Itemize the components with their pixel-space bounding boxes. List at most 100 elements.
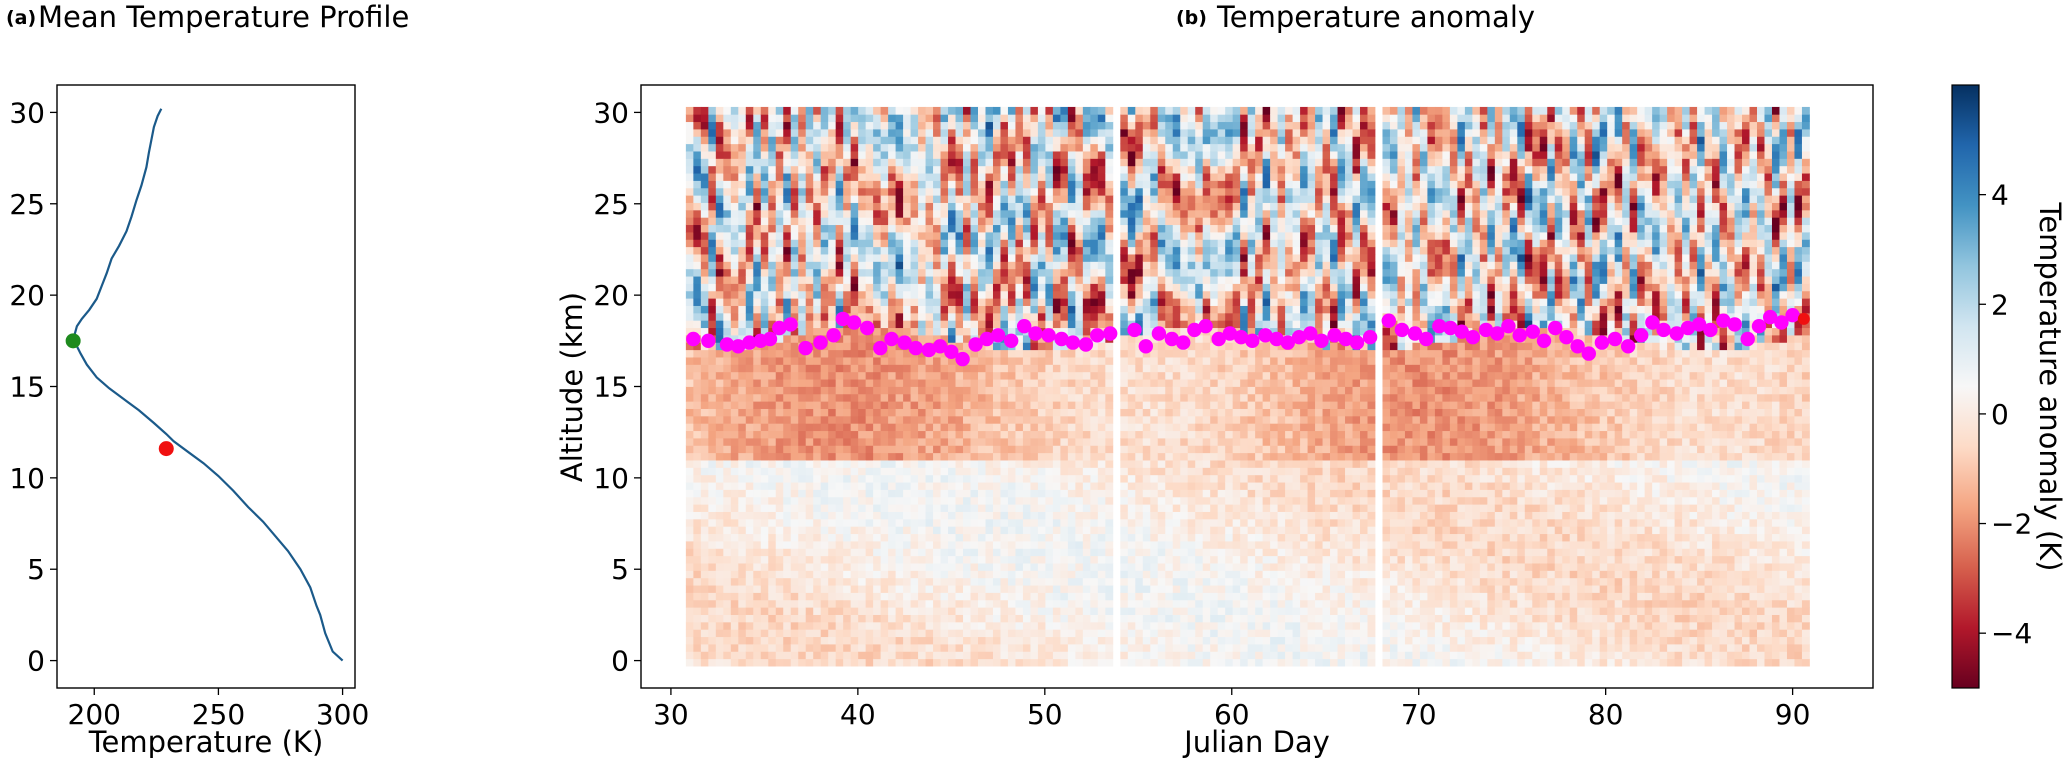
heatmap-cell xyxy=(955,165,964,174)
heatmap-cell xyxy=(1120,415,1129,424)
heatmap-cell xyxy=(1142,173,1151,181)
heatmap-cell xyxy=(775,298,784,306)
heatmap-cell xyxy=(978,415,986,424)
panel-a-title: Mean Temperature Profile xyxy=(38,0,409,34)
heatmap-cell xyxy=(685,379,694,387)
heatmap-cell xyxy=(783,121,792,130)
heatmap-cell xyxy=(745,570,754,579)
heatmap-cell xyxy=(828,143,837,152)
heatmap-cell xyxy=(895,423,904,432)
heatmap-cell xyxy=(1150,474,1159,483)
heatmap-cell xyxy=(1022,276,1031,284)
heatmap-cell xyxy=(858,129,867,137)
heatmap-cell xyxy=(903,592,911,601)
heatmap-cell xyxy=(1045,423,1054,432)
heatmap-cell xyxy=(715,651,724,660)
heatmap-cell xyxy=(1000,371,1009,380)
heatmap-cell xyxy=(895,599,904,608)
heatmap-cell xyxy=(910,129,919,137)
heatmap-cell xyxy=(775,261,784,270)
heatmap-cell xyxy=(1135,496,1144,505)
heatmap-cell xyxy=(685,173,694,181)
heatmap-cell xyxy=(858,577,867,586)
heatmap-cell xyxy=(738,114,747,123)
heatmap-cell xyxy=(850,143,859,152)
heatmap-cell xyxy=(925,261,934,270)
heatmap-cell xyxy=(828,180,837,189)
panel-b: (b) Temperature anomaly 30 40 50 60 70 80 9005… xyxy=(555,0,1874,759)
heatmap-cell xyxy=(1015,482,1024,490)
heatmap-cell xyxy=(918,555,926,564)
heatmap-cell xyxy=(1075,335,1084,343)
heatmap-cell xyxy=(888,460,896,468)
heatmap-cell xyxy=(1060,246,1069,255)
heatmap-cell xyxy=(948,283,956,292)
heatmap-cell xyxy=(715,298,724,306)
heatmap-cell xyxy=(1090,621,1099,630)
heatmap-cell xyxy=(1045,165,1054,174)
heatmap-cell xyxy=(1067,577,1076,586)
heatmap-cell xyxy=(1127,217,1136,226)
heatmap-cell xyxy=(693,209,702,218)
heatmap-cell xyxy=(835,187,844,196)
heatmap-cell xyxy=(1007,570,1016,579)
heatmap-cell xyxy=(1157,217,1166,226)
heatmap-cell xyxy=(1007,555,1016,564)
heatmap-cell xyxy=(1142,349,1151,358)
heatmap-cell xyxy=(940,239,949,248)
heatmap-cell xyxy=(903,415,911,424)
heatmap-cell xyxy=(805,415,814,424)
heatmap-cell xyxy=(753,268,762,277)
heatmap-cell xyxy=(1082,415,1091,424)
heatmap-cell xyxy=(1172,548,1181,557)
heatmap-cell xyxy=(1022,445,1031,454)
heatmap-cell xyxy=(1150,393,1159,402)
heatmap-cell xyxy=(730,533,739,542)
heatmap-cell xyxy=(1097,496,1106,505)
heatmap-cell xyxy=(745,511,754,520)
heatmap-cell xyxy=(805,570,814,579)
heatmap-cell xyxy=(1172,165,1181,174)
heatmap-cell xyxy=(790,386,799,395)
heatmap-cell xyxy=(790,467,799,476)
heatmap-cell xyxy=(1045,283,1054,292)
heatmap-cell xyxy=(798,592,807,601)
heatmap-cell xyxy=(985,364,994,373)
heatmap-cell xyxy=(843,511,852,520)
heatmap-cell xyxy=(753,165,762,174)
heatmap-cell xyxy=(708,379,717,387)
heatmap-cell xyxy=(978,570,986,579)
heatmap-cell xyxy=(933,651,941,660)
heatmap-cell xyxy=(1007,290,1016,299)
heatmap-cell xyxy=(1015,224,1024,233)
heatmap-cell xyxy=(723,599,732,608)
heatmap-cell xyxy=(955,173,964,181)
heatmap-cell xyxy=(820,232,829,240)
heatmap-cell xyxy=(895,320,904,329)
heatmap-cell xyxy=(693,320,702,329)
heatmap-cell xyxy=(888,489,896,498)
heatmap-cell xyxy=(835,393,844,402)
heatmap-cell xyxy=(805,526,814,535)
heatmap-cell xyxy=(1090,312,1099,321)
heatmap-cell xyxy=(895,283,904,292)
heatmap-cell xyxy=(865,335,874,343)
heatmap-cell xyxy=(753,577,762,586)
heatmap-cell xyxy=(880,533,889,542)
heatmap-cell xyxy=(985,290,994,299)
heatmap-cell xyxy=(1037,349,1046,358)
heatmap-cell xyxy=(813,526,822,535)
heatmap-cell xyxy=(873,165,882,174)
heatmap-cell xyxy=(1030,555,1039,564)
heatmap-cell xyxy=(970,408,979,417)
heatmap-cell xyxy=(760,357,769,365)
heatmap-cell xyxy=(978,349,986,358)
heatmap-cell xyxy=(685,342,694,351)
heatmap-cell xyxy=(708,298,717,306)
heatmap-cell xyxy=(685,209,694,218)
heatmap-cell xyxy=(1150,187,1159,196)
heatmap-cell xyxy=(910,438,919,446)
heatmap-cell xyxy=(903,621,911,630)
heatmap-cell xyxy=(933,246,941,255)
heatmap-cell xyxy=(1075,357,1084,365)
